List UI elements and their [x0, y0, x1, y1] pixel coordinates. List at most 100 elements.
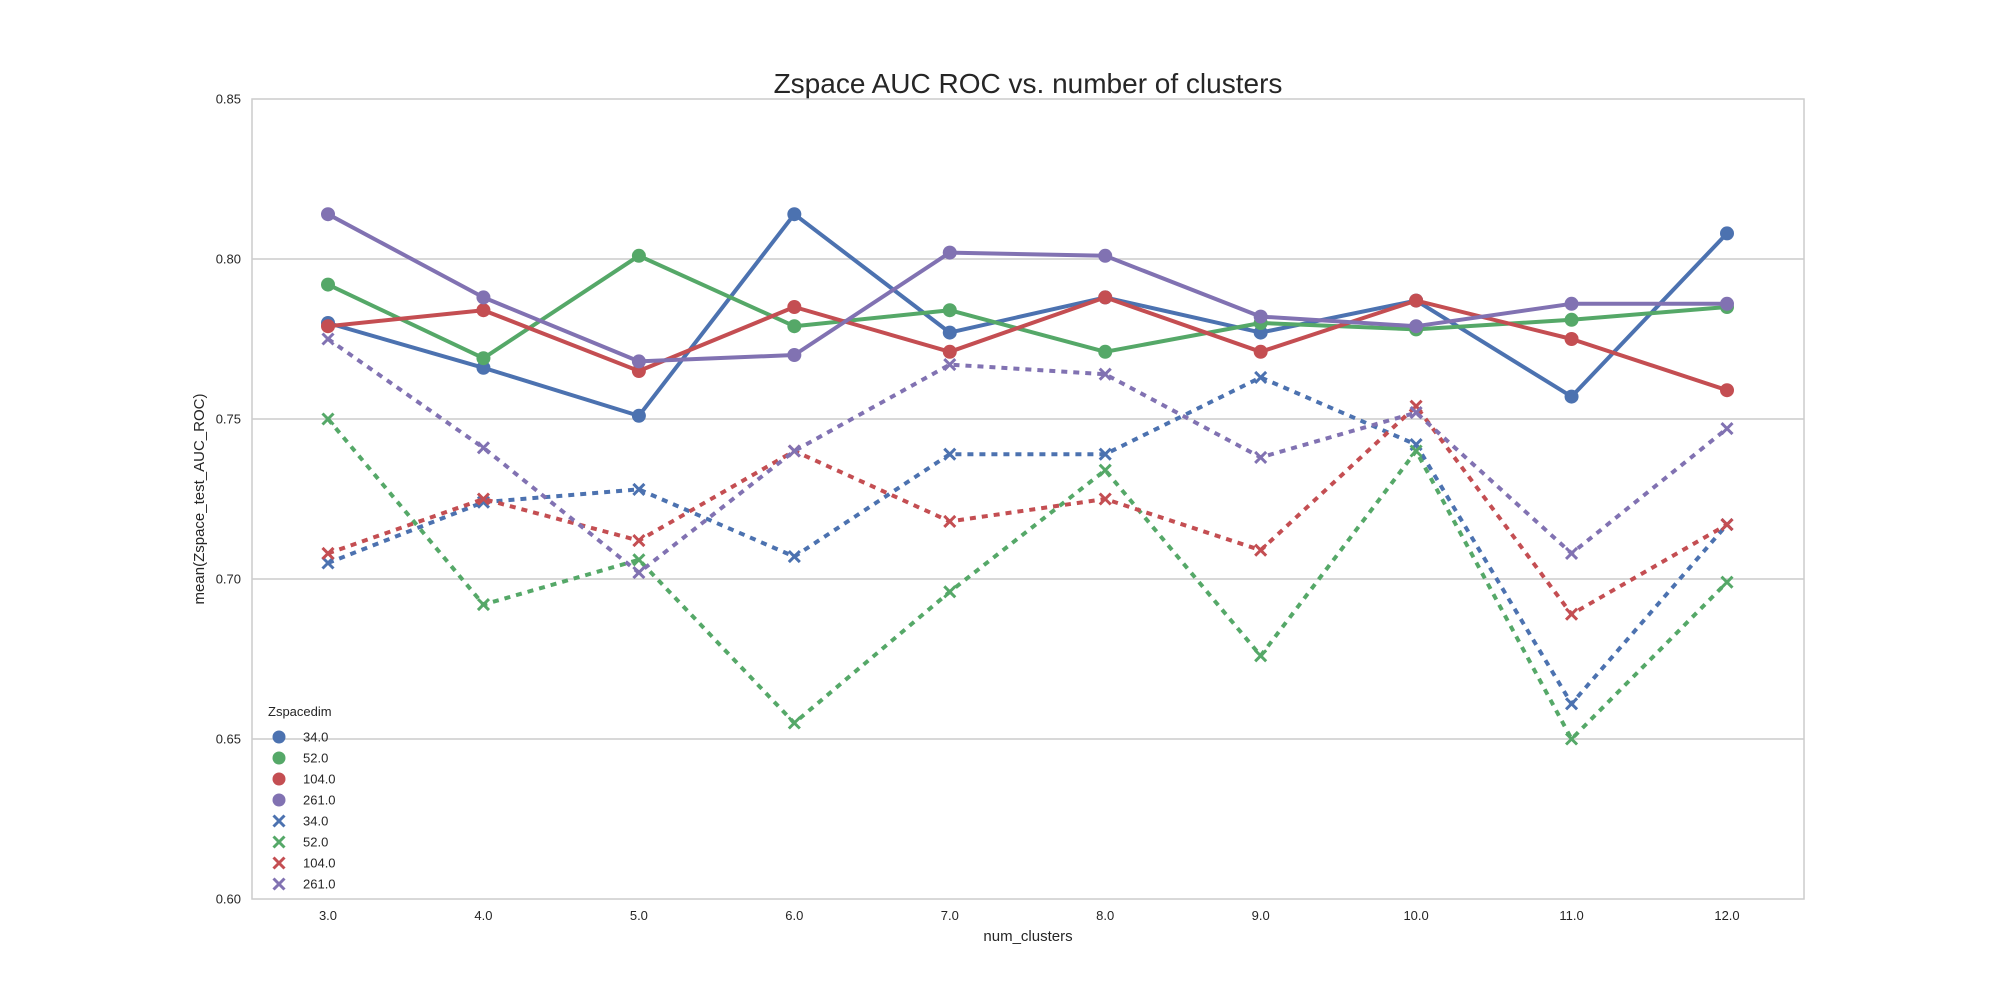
series-circle-261-0 — [321, 207, 1734, 369]
legend-entry-label: 52.0 — [303, 751, 328, 766]
legend-entry-label: 34.0 — [303, 730, 328, 745]
data-point — [1254, 450, 1268, 464]
data-point — [943, 358, 957, 372]
data-point — [943, 514, 957, 528]
data-point — [1253, 325, 1268, 340]
data-point — [1720, 422, 1734, 436]
legend-entry-label: 34.0 — [303, 814, 328, 829]
data-point — [1098, 248, 1113, 263]
y-axis-label: mean(Zspace_test_AUC_ROC) — [191, 394, 208, 605]
data-point — [942, 303, 957, 318]
data-point — [1409, 444, 1423, 458]
x-tick-label: 3.0 — [319, 908, 337, 923]
series-line — [327, 212, 1727, 364]
data-point — [1720, 383, 1734, 398]
series-line — [327, 212, 1729, 418]
series-circle-104-0 — [321, 290, 1734, 398]
series-line — [326, 337, 1729, 575]
x-axis-label: num_clusters — [983, 928, 1072, 945]
data-point — [1720, 296, 1734, 311]
y-tick-label: 0.85 — [216, 92, 241, 107]
data-point — [787, 300, 802, 314]
data-point — [1720, 575, 1734, 589]
x-tick-label: 8.0 — [1096, 908, 1114, 923]
data-point — [1564, 312, 1579, 327]
data-point — [1564, 697, 1579, 711]
series-line — [326, 417, 1729, 741]
data-point — [1564, 389, 1579, 404]
data-point — [1564, 732, 1579, 746]
legend-entry-label: 261.0 — [303, 877, 336, 892]
x-tick-label: 11.0 — [1559, 908, 1583, 923]
legend: Zspacedim 34.0 52.0 104.0 261.0 34.0 52.0 104.… — [268, 704, 336, 892]
data-point — [942, 245, 957, 260]
series-line — [327, 253, 1728, 361]
x-tick-label: 5.0 — [630, 908, 648, 923]
data-point — [476, 290, 491, 305]
data-point — [476, 441, 491, 455]
data-point — [1720, 226, 1734, 241]
x-tick-labels: 3.0 4.0 5.0 6.0 7.0 8.0 9.0 10.0 11.0 12.0 — [319, 908, 1740, 923]
data-point — [1564, 332, 1579, 346]
data-point — [787, 716, 801, 730]
legend-entry-label: 52.0 — [303, 835, 328, 850]
data-point — [943, 447, 957, 461]
y-tick-label: 0.75 — [216, 412, 241, 427]
data-point — [942, 325, 957, 340]
data-point — [632, 534, 646, 548]
data-point — [787, 319, 802, 334]
x-tick-label: 4.0 — [474, 908, 492, 923]
data-point — [321, 546, 335, 560]
data-point — [476, 303, 491, 318]
y-tick-labels: 0.60 0.65 0.70 0.75 0.80 0.85 — [216, 92, 241, 907]
series-line — [327, 404, 1728, 617]
series-x-261-0 — [321, 332, 1734, 580]
x-tick-label: 7.0 — [941, 908, 959, 923]
legend-marker-x — [272, 835, 286, 849]
series-x-52-0 — [321, 412, 1734, 746]
data-point — [321, 556, 335, 570]
data-point — [632, 482, 646, 496]
data-point — [1098, 447, 1112, 461]
data-point — [476, 360, 491, 375]
data-point — [632, 566, 646, 580]
x-tick-label: 12.0 — [1714, 908, 1739, 923]
data-point — [631, 408, 646, 423]
data-point — [476, 492, 491, 506]
data-point — [1409, 319, 1424, 334]
data-point — [1253, 309, 1268, 324]
data-point — [321, 332, 335, 346]
data-point — [1253, 344, 1268, 359]
legend-entry-label: 104.0 — [303, 856, 336, 871]
data-point — [1254, 649, 1268, 663]
data-point — [942, 344, 957, 359]
legend-title: Zspacedim — [268, 704, 332, 719]
data-point — [632, 553, 646, 567]
series-layer — [321, 207, 1734, 746]
data-point — [1564, 546, 1579, 560]
legend-marker-x — [272, 856, 286, 870]
data-point — [321, 319, 335, 334]
x-tick-label: 6.0 — [785, 908, 803, 923]
chart-title: Zspace AUC ROC vs. number of clusters — [774, 68, 1283, 99]
legend-marker-circle — [272, 751, 286, 765]
series-line — [327, 375, 1729, 706]
legend-marker-circle — [272, 772, 286, 786]
data-point — [1254, 370, 1268, 384]
legend-entry-label: 104.0 — [303, 772, 336, 787]
y-tick-label: 0.70 — [216, 572, 241, 587]
grid-lines — [252, 258, 1804, 740]
series-line — [327, 295, 1728, 393]
data-point — [1098, 367, 1112, 381]
data-point — [1098, 463, 1112, 477]
data-point — [1564, 607, 1579, 621]
legend-marker-x — [272, 877, 286, 891]
data-point — [631, 248, 646, 263]
data-point — [1254, 543, 1268, 557]
legend-marker-circle — [272, 730, 286, 744]
legend-marker-circle — [272, 793, 286, 807]
legend-entry-label: 261.0 — [303, 793, 336, 808]
legend-marker-x — [272, 814, 286, 828]
data-point — [1098, 344, 1113, 359]
